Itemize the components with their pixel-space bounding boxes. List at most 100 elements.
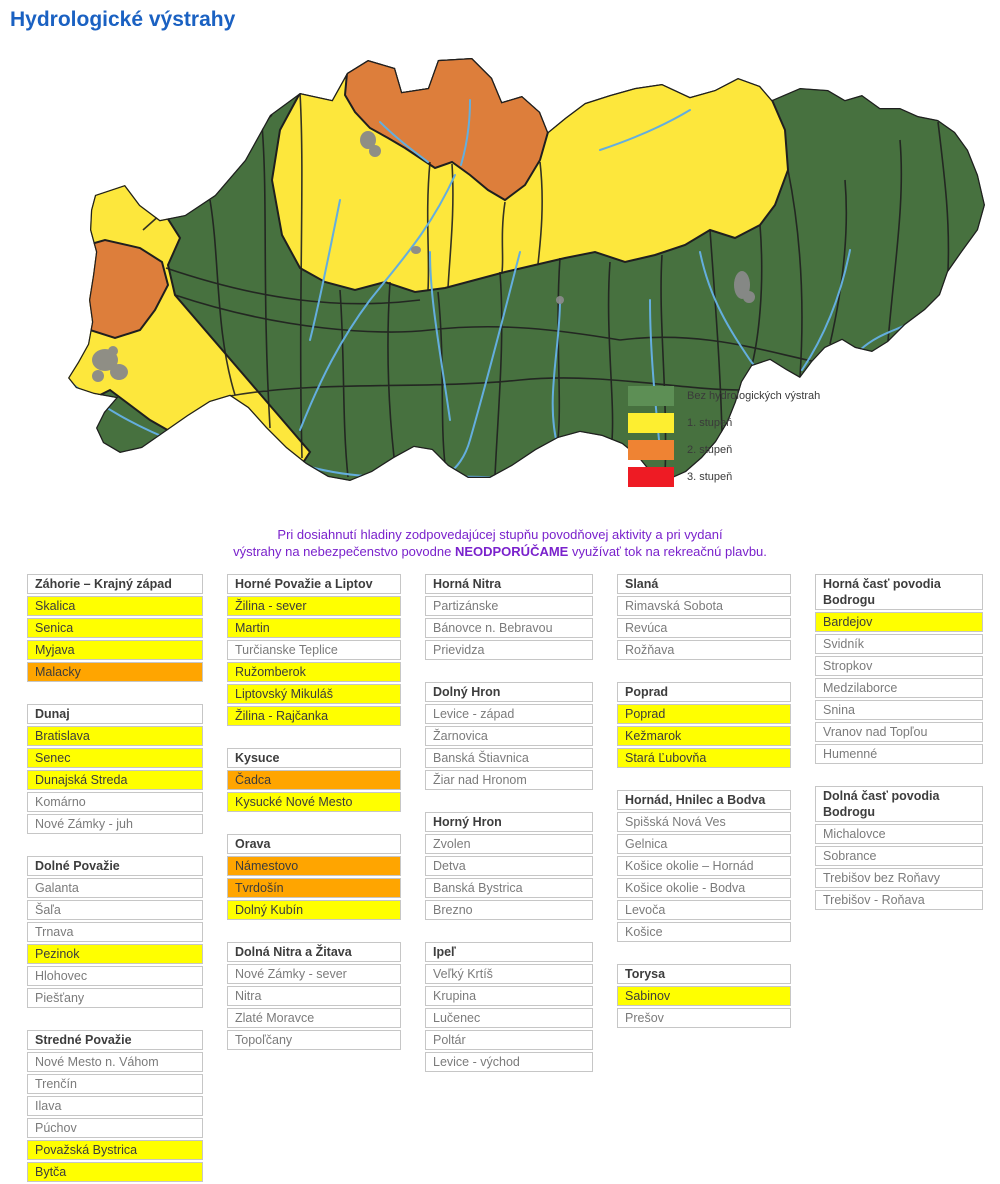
district-cell: Trebišov - Roňava (815, 890, 983, 910)
district-cell: Svidník (815, 634, 983, 654)
table-row: Piešťany (27, 988, 203, 1008)
table-row: Gelnica (617, 834, 791, 854)
table-row: Pezinok (27, 944, 203, 964)
table-row: Kysucké Nové Mesto (227, 792, 401, 812)
district-cell: Komárno (27, 792, 203, 812)
district-cell: Spišská Nová Ves (617, 812, 791, 832)
district-cell: Humenné (815, 744, 983, 764)
table-header-row: Kysuce (227, 748, 401, 768)
district-cell: Kežmarok (617, 726, 791, 746)
page-title: Hydrologické výstrahy (10, 8, 236, 31)
legend-swatch (628, 467, 674, 487)
basin-column: Horná časť povodia Bodrogu Bardejov Svidní… (813, 572, 985, 912)
basin-column: Horná Nitra Partizánske Bánovce n. Bebravo… (423, 572, 595, 1074)
district-cell: Rožňava (617, 640, 791, 660)
table-row: Myjava (27, 640, 203, 660)
table-header-row: Dolná časť povodia Bodrogu (815, 786, 983, 822)
legend-item: 2. stupeň (628, 440, 820, 460)
table-row: Vranov nad Topľou (815, 722, 983, 742)
basin-table-header: Záhorie – Krajný západ (27, 574, 203, 594)
basin-table-header: Hornád, Hnilec a Bodva (617, 790, 791, 810)
table-row: Bardejov (815, 612, 983, 632)
table-row: Nové Zámky - juh (27, 814, 203, 834)
table-row: Košice okolie – Hornád (617, 856, 791, 876)
table-header-row: Poprad (617, 682, 791, 702)
district-cell: Košice okolie – Hornád (617, 856, 791, 876)
district-cell: Levoča (617, 900, 791, 920)
district-cell: Poprad (617, 704, 791, 724)
legend-label: 3. stupeň (687, 471, 733, 483)
legend-item: 3. stupeň (628, 467, 820, 487)
district-borders (142, 92, 950, 478)
notice-line2-bold: NEODPORÚČAME (454, 544, 569, 559)
district-cell: Liptovský Mikuláš (227, 684, 401, 704)
table-row: Šaľa (27, 900, 203, 920)
basin-table: Dolná Nitra a Žitava Nové Zámky - sever Ni… (225, 940, 403, 1052)
district-cell: Gelnica (617, 834, 791, 854)
district-cell: Bratislava (27, 726, 203, 746)
table-row: Rimavská Sobota (617, 596, 791, 616)
table-row: Revúca (617, 618, 791, 638)
table-row: Ilava (27, 1096, 203, 1116)
district-cell: Bytča (27, 1162, 203, 1182)
district-cell: Ilava (27, 1096, 203, 1116)
district-cell: Pezinok (27, 944, 203, 964)
basin-table: Dolné Považie Galanta Šaľa Trnava Pezinok Hlo… (25, 854, 205, 1010)
basin-table: Horná časť povodia Bodrogu Bardejov Svidní… (813, 572, 985, 766)
basin-table-header: Dunaj (27, 704, 203, 724)
district-cell: Žarnovica (425, 726, 593, 746)
basin-table: Torysa Sabinov Prešov (615, 962, 793, 1030)
district-cell: Tvrdošín (227, 878, 401, 898)
table-row: Senec (27, 748, 203, 768)
table-row: Skalica (27, 596, 203, 616)
map-legend: Bez hydrologických výstrah 1. stupeň 2. st… (628, 386, 820, 494)
table-row: Partizánske (425, 596, 593, 616)
basin-table: Hornád, Hnilec a Bodva Spišská Nová Ves Ge… (615, 788, 793, 944)
table-row: Michalovce (815, 824, 983, 844)
district-cell: Nové Zámky - juh (27, 814, 203, 834)
table-header-row: Dolný Hron (425, 682, 593, 702)
table-row: Rožňava (617, 640, 791, 660)
legend-item: Bez hydrologických výstrah (628, 386, 820, 406)
district-cell: Košice okolie - Bodva (617, 878, 791, 898)
district-cell: Prešov (617, 1008, 791, 1028)
district-cell: Rimavská Sobota (617, 596, 791, 616)
table-row: Senica (27, 618, 203, 638)
table-row: Zlaté Moravce (227, 1008, 401, 1028)
basin-table-header: Stredné Považie (27, 1030, 203, 1050)
district-cell: Medzilaborce (815, 678, 983, 698)
district-cell: Poltár (425, 1030, 593, 1050)
district-cell: Galanta (27, 878, 203, 898)
table-row: Považská Bystrica (27, 1140, 203, 1160)
table-row: Sabinov (617, 986, 791, 1006)
slovakia-map-svg (68, 58, 985, 481)
table-row: Brezno (425, 900, 593, 920)
district-cell: Dolný Kubín (227, 900, 401, 920)
district-cell: Stará Ľubovňa (617, 748, 791, 768)
district-cell: Detva (425, 856, 593, 876)
district-cell: Zvolen (425, 834, 593, 854)
table-row: Hlohovec (27, 966, 203, 986)
table-row: Stropkov (815, 656, 983, 676)
basin-column: Horné Považie a Liptov Žilina - sever Mart… (225, 572, 403, 1052)
basin-table-header: Horné Považie a Liptov (227, 574, 401, 594)
basin-table: Orava Námestovo Tvrdošín Dolný Kubín (225, 832, 403, 922)
navigation-warning-notice: Pri dosiahnutí hladiny zodpovedajúcej st… (0, 526, 1000, 560)
legend-swatch (628, 413, 674, 433)
district-cell: Piešťany (27, 988, 203, 1008)
district-cell: Michalovce (815, 824, 983, 844)
district-cell: Nitra (227, 986, 401, 1006)
district-cell: Nové Mesto n. Váhom (27, 1052, 203, 1072)
legend-item: 1. stupeň (628, 413, 820, 433)
table-header-row: Stredné Považie (27, 1030, 203, 1050)
notice-line2-post: využívať tok na rekreačnú plavbu. (568, 544, 767, 559)
table-row: Púchov (27, 1118, 203, 1138)
district-cell: Myjava (27, 640, 203, 660)
table-row: Žiar nad Hronom (425, 770, 593, 790)
basin-table-header: Dolná časť povodia Bodrogu (815, 786, 983, 822)
table-row: Snina (815, 700, 983, 720)
district-cell: Prievidza (425, 640, 593, 660)
table-row: Spišská Nová Ves (617, 812, 791, 832)
basin-table: Horný Hron Zvolen Detva Banská Bystrica Brez… (423, 810, 595, 922)
